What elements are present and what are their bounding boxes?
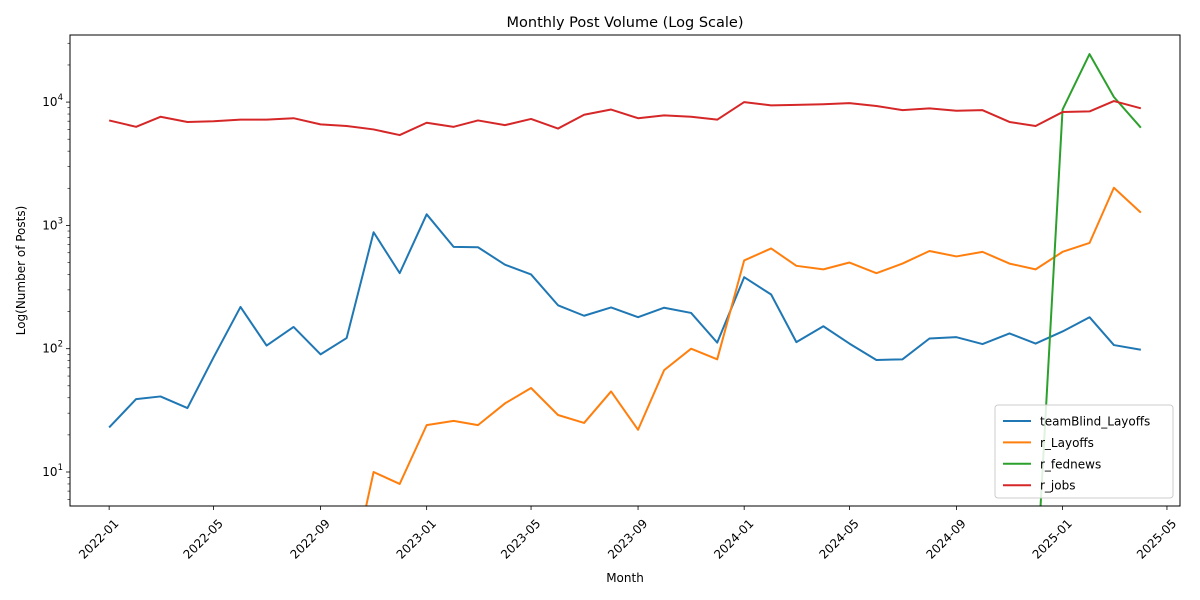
legend-label: teamBlind_Layoffs [1040, 415, 1150, 429]
y-tick-exponent: 2 [58, 340, 63, 350]
legend-label: r_jobs [1040, 479, 1075, 493]
y-tick-base: 10 [42, 342, 57, 356]
y-tick-base: 10 [42, 465, 57, 479]
x-axis-label: Month [606, 571, 644, 585]
legend-box [994, 404, 1174, 499]
y-tick-base: 10 [42, 95, 57, 109]
y-tick-label: 104 [42, 93, 63, 109]
y-tick-exponent: 1 [58, 463, 63, 473]
y-tick-label: 102 [42, 340, 63, 356]
y-tick-exponent: 4 [58, 93, 63, 103]
legend-label: r_Layoffs [1040, 436, 1094, 450]
y-tick-label: 101 [42, 463, 63, 479]
series-layer [108, 53, 1142, 506]
series-line-r_jobs [108, 100, 1142, 137]
y-tick-label: 103 [42, 216, 63, 232]
series-line-teamBlind_Layoffs [108, 213, 1142, 429]
plot-frame [69, 34, 1181, 507]
series-line-r_Layoffs [365, 186, 1142, 506]
legend-label: r_fednews [1040, 457, 1101, 471]
chart-title: Monthly Post Volume (Log Scale) [507, 15, 744, 31]
legend: teamBlind_Layoffs r_Layoffs r_fednews r_job… [994, 404, 1174, 499]
y-tick-base: 10 [42, 218, 57, 232]
series-line-r_fednews [1039, 53, 1142, 506]
y-axis-label: Log(Number of Posts) [14, 206, 28, 336]
y-tick-exponent: 3 [58, 216, 63, 226]
